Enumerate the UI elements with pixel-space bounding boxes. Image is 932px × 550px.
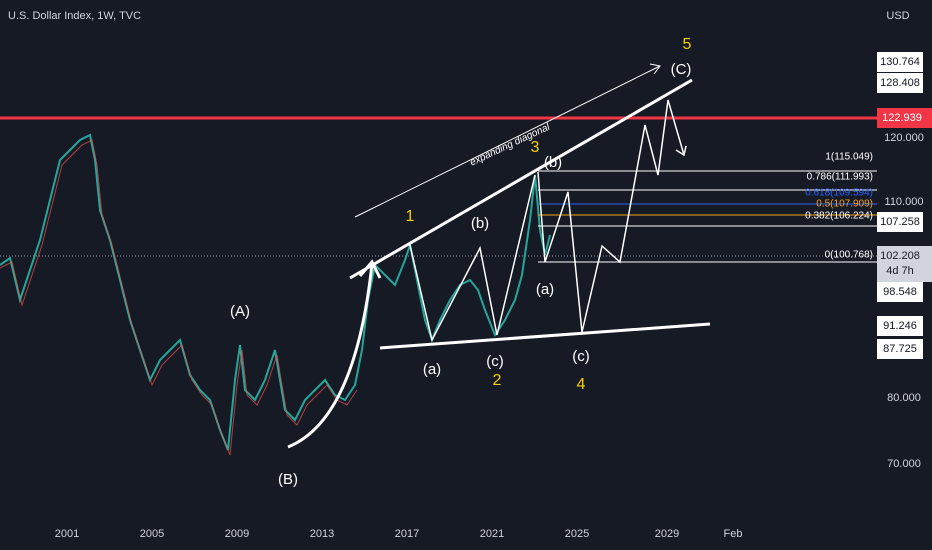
time-tick: 2013 xyxy=(310,528,334,540)
wave-label: 3 xyxy=(531,139,540,156)
price-tick: 120.000 xyxy=(884,132,924,144)
time-tick: 2025 xyxy=(565,528,589,540)
time-tick: Feb xyxy=(724,528,743,540)
wave-label: (a) xyxy=(536,281,554,298)
fib-label: 0(100.768) xyxy=(825,250,873,261)
fib-label: 0.618(109.594) xyxy=(805,188,873,199)
fib-label: 0.786(111.993) xyxy=(807,172,873,183)
price-tag: 102.208 xyxy=(880,250,920,262)
fib-label: 0.5(107.909) xyxy=(816,199,873,210)
drawings xyxy=(287,63,711,449)
price-tag: 107.258 xyxy=(880,216,920,228)
wave-label: 1 xyxy=(406,208,415,225)
fib-label: 0.382(106.224) xyxy=(805,211,873,222)
price-series-down xyxy=(0,139,358,456)
wave-label: 2 xyxy=(493,372,502,389)
price-tick: 110.000 xyxy=(885,196,924,208)
wave-label: (A) xyxy=(230,303,250,320)
time-tick: 2029 xyxy=(655,528,679,540)
time-tick: 2001 xyxy=(55,528,79,540)
wave-label: 4 xyxy=(577,376,586,393)
price-tick: 80.000 xyxy=(887,392,921,404)
wave-label: 5 xyxy=(683,36,692,53)
wave-label: (b) xyxy=(471,215,489,232)
price-tag: 87.725 xyxy=(883,343,917,355)
time-tick: 2017 xyxy=(395,528,419,540)
time-tick: 2005 xyxy=(140,528,164,540)
price-series xyxy=(0,133,551,451)
price-tag: 98.548 xyxy=(883,286,917,298)
wave-label: (c) xyxy=(486,353,504,370)
countdown: 4d 7h xyxy=(886,265,914,277)
price-tags xyxy=(877,52,932,359)
time-tick: 2009 xyxy=(225,528,249,540)
currency-label: USD xyxy=(886,10,909,22)
price-tick: 70.000 xyxy=(887,458,921,470)
price-tag: 130.764 xyxy=(880,56,920,68)
wave-label: (B) xyxy=(278,471,298,488)
fib-label: 1(115.049) xyxy=(825,152,873,163)
wave-label: (C) xyxy=(671,61,692,78)
price-tag: 128.408 xyxy=(880,77,920,89)
price-tag: 91.246 xyxy=(883,320,917,332)
time-tick: 2021 xyxy=(480,528,504,540)
wave-label: (b) xyxy=(544,154,562,171)
wave-label: (c) xyxy=(572,348,590,365)
wave-label: (a) xyxy=(423,361,441,378)
fib-retracement xyxy=(538,170,877,263)
chart-title: U.S. Dollar Index, 1W, TVC xyxy=(8,10,141,22)
price-tag: 122.939 xyxy=(882,112,922,124)
